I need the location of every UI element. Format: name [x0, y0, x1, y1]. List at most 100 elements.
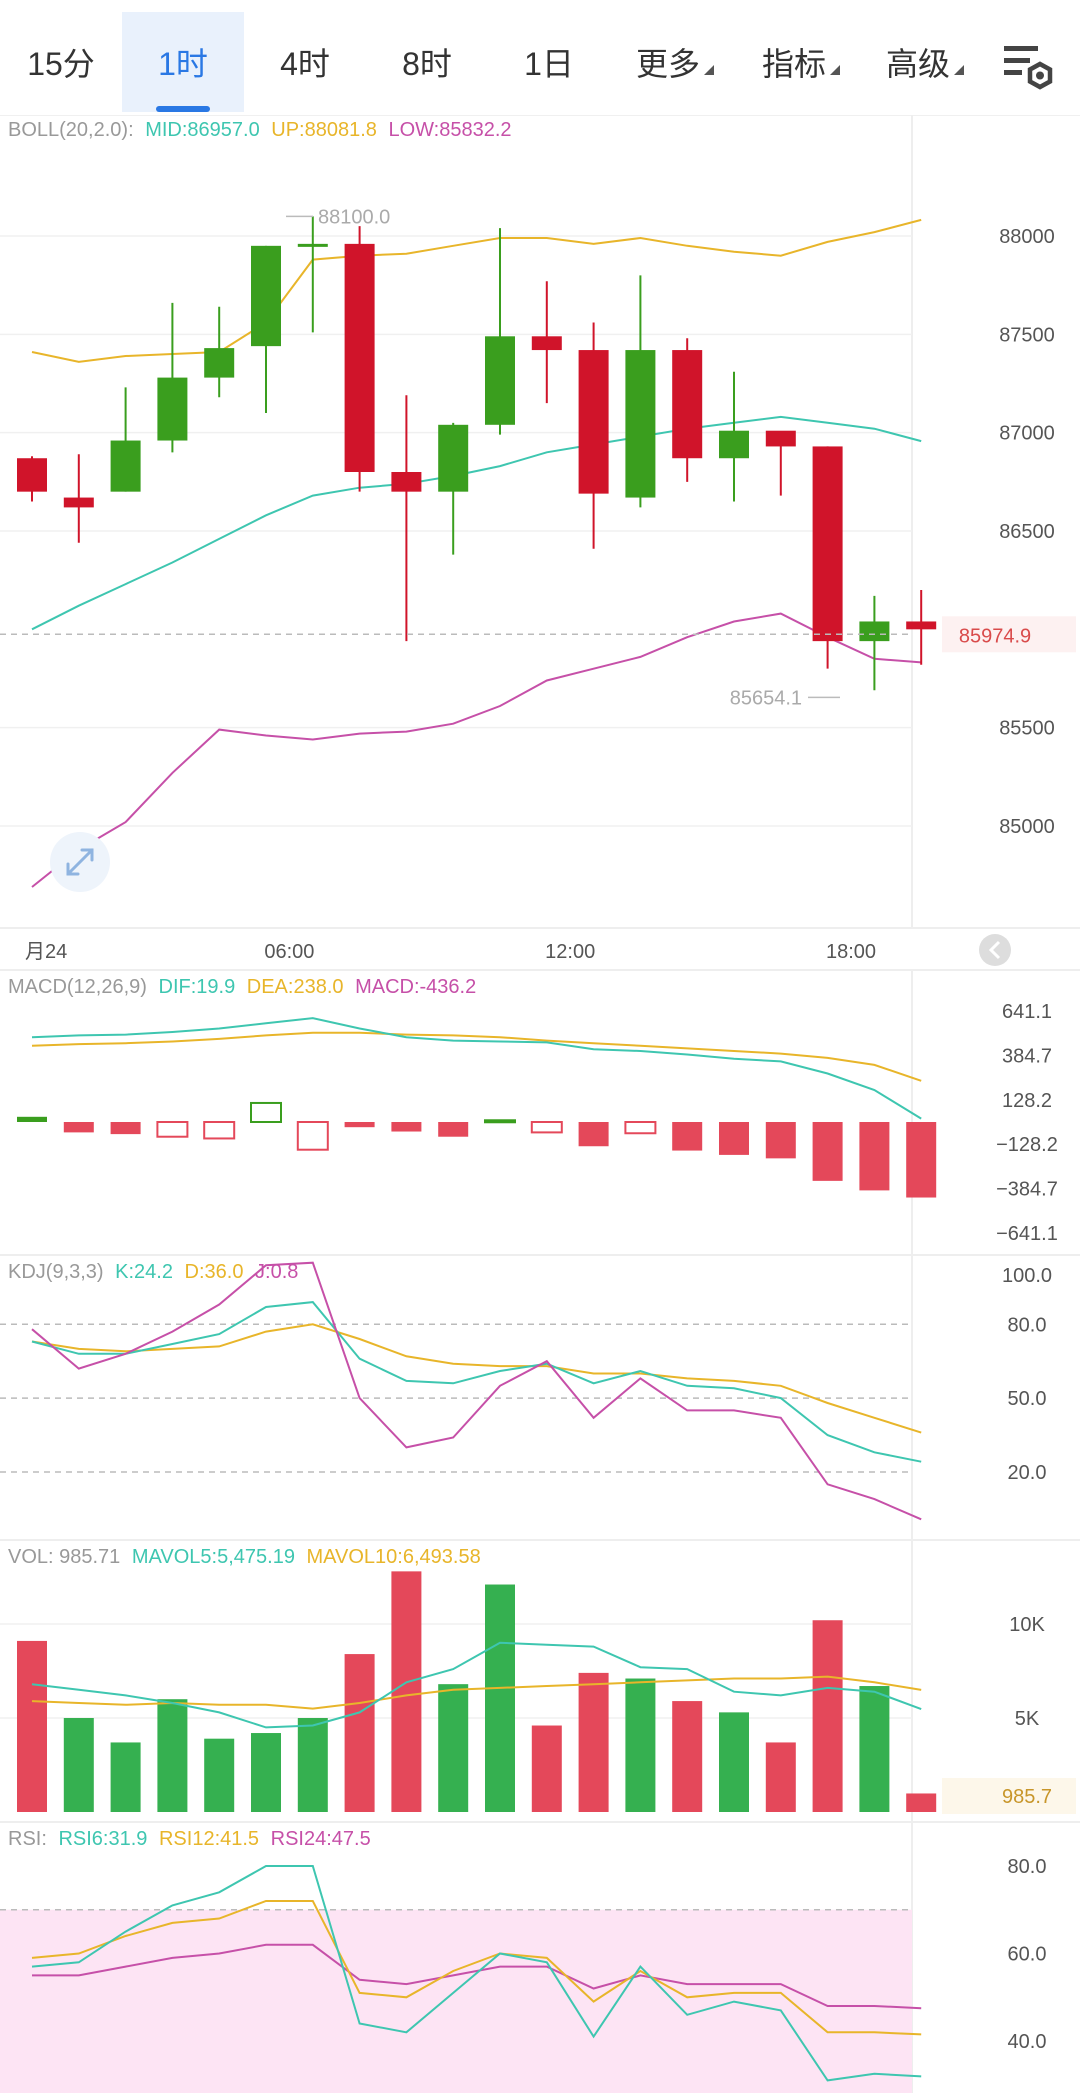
macd-bar	[578, 1122, 609, 1147]
candle-body	[485, 336, 515, 425]
volume-bar	[578, 1672, 609, 1812]
candle-body	[625, 350, 656, 498]
tab-1d[interactable]: 1日	[488, 12, 610, 112]
tab-indicators[interactable]: 指标	[740, 12, 862, 112]
candle	[251, 245, 281, 413]
scroll-latest-button[interactable]	[979, 934, 1011, 966]
candle-body	[672, 350, 703, 459]
tab-1h-label: 1时	[158, 46, 208, 82]
volume-bar	[531, 1725, 562, 1812]
tab-15m[interactable]: 15分	[0, 12, 122, 112]
volume-bar	[859, 1686, 890, 1812]
volume-bar	[485, 1584, 515, 1812]
macd-dea-line	[31, 1031, 922, 1082]
macd-bar	[624, 1121, 657, 1135]
macd-bar	[296, 1121, 329, 1151]
candle-body	[438, 424, 469, 492]
kdj-legend: KDJ(9,3,3) K:24.2 D:36.0 J:0.8	[8, 1261, 298, 1283]
macd-bar	[438, 1122, 469, 1137]
candle-body	[110, 440, 141, 492]
volume-bar	[812, 1620, 843, 1812]
tab-8h-label: 8时	[402, 46, 452, 82]
candle-body	[297, 243, 328, 247]
time-axis-label: 18:00	[826, 941, 876, 963]
rsi-legend-rsi24: RSI24:47.5	[271, 1828, 371, 1850]
candle-body	[63, 497, 94, 508]
volume-bar	[110, 1742, 141, 1812]
volume-bar	[906, 1793, 937, 1812]
candle	[719, 371, 749, 502]
candle	[63, 454, 94, 543]
tab-1h[interactable]: 1时	[122, 12, 244, 112]
expand-button[interactable]	[50, 832, 110, 892]
boll-legend-up: UP:88081.8	[271, 119, 377, 141]
main-y-tick-label: 85500	[999, 718, 1055, 740]
kdj-legend-name: KDJ(9,3,3)	[8, 1261, 104, 1283]
rsi-y-tick-label: 80.0	[1008, 1856, 1047, 1878]
tab-advanced[interactable]: 高级	[862, 12, 988, 112]
candle-body	[812, 446, 843, 642]
rsi-legend: RSI: RSI6:31.9 RSI12:41.5 RSI24:47.5	[8, 1828, 371, 1850]
candle	[391, 395, 422, 642]
kdj-legend-k: K:24.2	[115, 1261, 173, 1283]
boll-lower-line	[31, 612, 922, 888]
tab-more[interactable]: 更多	[610, 12, 740, 112]
chart-settings-icon[interactable]	[1000, 38, 1056, 94]
candle-body	[157, 377, 188, 441]
candle	[485, 228, 515, 435]
macd-bar	[719, 1122, 749, 1155]
rsi12-line	[31, 1900, 922, 2036]
kdj-y-tick-label: 100.0	[1002, 1265, 1052, 1287]
rsi-legend-name: RSI:	[8, 1828, 47, 1850]
kdj-legend-j: J:0.8	[255, 1261, 298, 1283]
mavol10-line	[31, 1675, 922, 1710]
boll-upper-line	[31, 218, 922, 363]
kdj-d-line	[31, 1323, 922, 1434]
time-axis-label: 06:00	[264, 941, 314, 963]
macd-y-tick-label: −641.1	[996, 1223, 1058, 1245]
candle	[859, 595, 890, 691]
volume-bar	[719, 1712, 749, 1812]
candle-body	[204, 348, 235, 378]
macd-bar	[17, 1116, 47, 1122]
macd-bar	[484, 1119, 516, 1124]
macd-legend-dif: DIF:19.9	[159, 976, 236, 998]
tab-8h[interactable]: 8时	[366, 12, 488, 112]
candle	[344, 226, 375, 492]
vol-legend-name: VOL: 985.71	[8, 1546, 120, 1568]
tab-4h-label: 4时	[280, 46, 330, 82]
macd-bar	[859, 1122, 890, 1191]
volume-panel: 10K 5K 985.7	[0, 1571, 1076, 1814]
candle	[625, 275, 656, 508]
macd-y-tick-label: −128.2	[996, 1134, 1058, 1156]
candle	[204, 306, 235, 398]
timeframe-tabs: 15分 1时 4时 8时 1日 更多 指标 高级	[0, 0, 1080, 116]
boll-legend-mid: MID:86957.0	[145, 119, 260, 141]
boll-legend-name: BOLL(20,2.0):	[8, 119, 134, 141]
main-y-tick-label: 86500	[999, 521, 1055, 543]
macd-bar	[765, 1122, 796, 1159]
kdj-j-line	[31, 1261, 922, 1521]
rsi-y-tick-label: 40.0	[1008, 2031, 1047, 2053]
candle	[531, 281, 562, 404]
time-axis-label: 12:00	[545, 941, 595, 963]
kdj-y-tick-label: 80.0	[1008, 1314, 1047, 1336]
main-y-tick-label: 88000	[999, 226, 1055, 248]
candle	[672, 338, 703, 482]
macd-y-tick-label: 641.1	[1002, 1001, 1052, 1023]
kdj-k-line	[31, 1301, 922, 1463]
boll-mid-line	[31, 415, 922, 631]
tab-4h[interactable]: 4时	[244, 12, 366, 112]
volume-bar	[391, 1571, 422, 1812]
main-y-tick-label: 85000	[999, 816, 1055, 838]
macd-bar	[344, 1122, 375, 1128]
candle	[765, 430, 796, 496]
volume-bar	[251, 1733, 281, 1812]
macd-dif-line	[31, 1017, 922, 1120]
tab-advanced-label: 高级	[885, 46, 950, 82]
dropdown-triangle-icon	[830, 65, 840, 75]
panel-separators	[0, 115, 1080, 2093]
candle-body	[578, 350, 609, 494]
candle-body	[391, 472, 422, 492]
